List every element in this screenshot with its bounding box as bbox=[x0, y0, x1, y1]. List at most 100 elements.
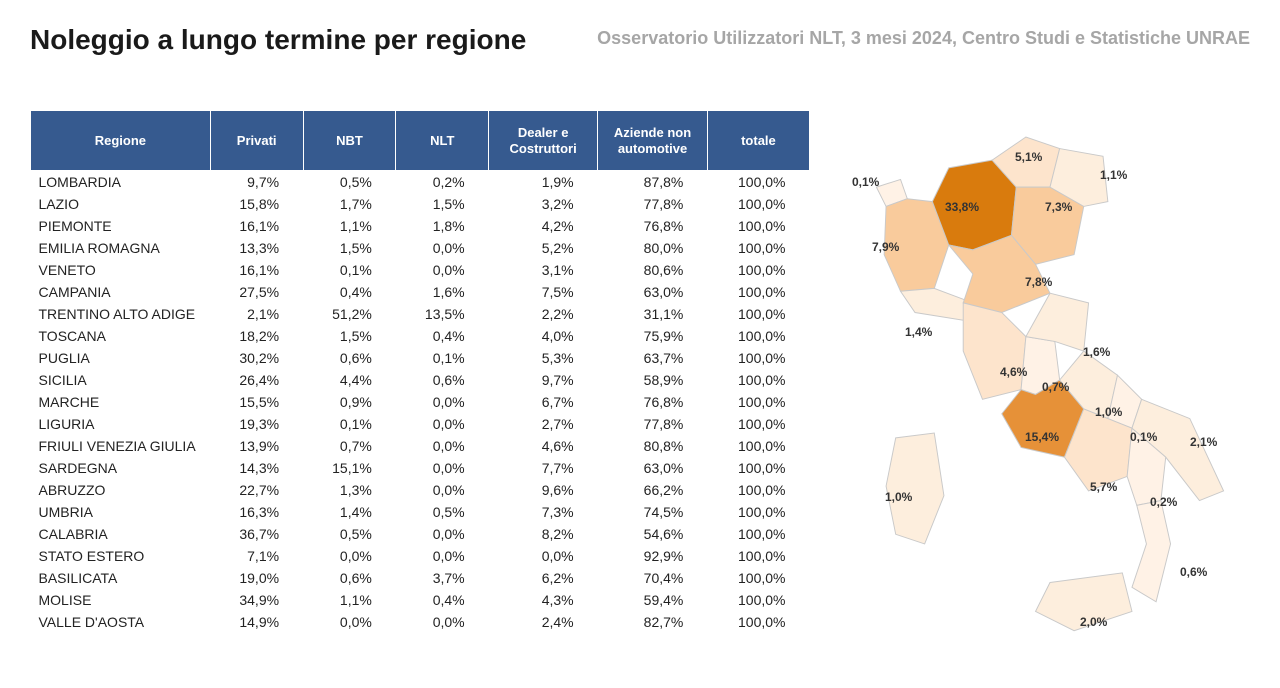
region-value: 77,8% bbox=[598, 193, 708, 215]
region-value: 16,3% bbox=[210, 501, 303, 523]
region-name: LAZIO bbox=[31, 193, 211, 215]
region-value: 70,4% bbox=[598, 567, 708, 589]
region-value: 5,3% bbox=[489, 347, 598, 369]
region-value: 22,7% bbox=[210, 479, 303, 501]
region-value: 100,0% bbox=[707, 391, 809, 413]
region-value: 7,3% bbox=[489, 501, 598, 523]
region-value: 63,0% bbox=[598, 457, 708, 479]
region-value: 1,7% bbox=[303, 193, 396, 215]
region-value: 100,0% bbox=[707, 281, 809, 303]
region-value: 2,1% bbox=[210, 303, 303, 325]
region-value: 0,0% bbox=[303, 545, 396, 567]
region-value: 0,4% bbox=[303, 281, 396, 303]
table-row: CALABRIA36,7%0,5%0,0%8,2%54,6%100,0% bbox=[31, 523, 810, 545]
region-name: PUGLIA bbox=[31, 347, 211, 369]
region-value: 0,0% bbox=[489, 545, 598, 567]
region-value: 100,0% bbox=[707, 457, 809, 479]
region-value: 9,6% bbox=[489, 479, 598, 501]
table-row: LAZIO15,8%1,7%1,5%3,2%77,8%100,0% bbox=[31, 193, 810, 215]
region-value: 0,0% bbox=[396, 413, 489, 435]
col-header: Aziende non automotive bbox=[598, 111, 708, 171]
region-value: 100,0% bbox=[707, 215, 809, 237]
region-value: 27,5% bbox=[210, 281, 303, 303]
region-value: 5,2% bbox=[489, 237, 598, 259]
region-value: 16,1% bbox=[210, 215, 303, 237]
region-name: CALABRIA bbox=[31, 523, 211, 545]
table-row: VALLE D'AOSTA14,9%0,0%0,0%2,4%82,7%100,0… bbox=[31, 611, 810, 633]
region-name: VALLE D'AOSTA bbox=[31, 611, 211, 633]
table-row: PIEMONTE16,1%1,1%1,8%4,2%76,8%100,0% bbox=[31, 215, 810, 237]
region-value: 100,0% bbox=[707, 237, 809, 259]
region-value: 76,8% bbox=[598, 215, 708, 237]
region-value: 77,8% bbox=[598, 413, 708, 435]
region-value: 13,9% bbox=[210, 435, 303, 457]
region-value: 14,9% bbox=[210, 611, 303, 633]
table-row: EMILIA ROMAGNA13,3%1,5%0,0%5,2%80,0%100,… bbox=[31, 237, 810, 259]
table-row: SICILIA26,4%4,4%0,6%9,7%58,9%100,0% bbox=[31, 369, 810, 391]
region-value: 26,4% bbox=[210, 369, 303, 391]
region-value: 13,5% bbox=[396, 303, 489, 325]
region-value: 63,7% bbox=[598, 347, 708, 369]
region-value: 0,0% bbox=[396, 545, 489, 567]
table-row: UMBRIA16,3%1,4%0,5%7,3%74,5%100,0% bbox=[31, 501, 810, 523]
region-value: 100,0% bbox=[707, 479, 809, 501]
region-name: ABRUZZO bbox=[31, 479, 211, 501]
region-value: 0,7% bbox=[303, 435, 396, 457]
region-value: 19,0% bbox=[210, 567, 303, 589]
table-row: TOSCANA18,2%1,5%0,4%4,0%75,9%100,0% bbox=[31, 325, 810, 347]
region-value: 3,2% bbox=[489, 193, 598, 215]
map-region-liguria bbox=[901, 288, 973, 320]
region-name: UMBRIA bbox=[31, 501, 211, 523]
table-row: STATO ESTERO7,1%0,0%0,0%0,0%92,9%100,0% bbox=[31, 545, 810, 567]
region-value: 34,9% bbox=[210, 589, 303, 611]
region-value: 1,5% bbox=[396, 193, 489, 215]
region-value: 4,6% bbox=[489, 435, 598, 457]
region-name: STATO ESTERO bbox=[31, 545, 211, 567]
table-row: BASILICATA19,0%0,6%3,7%6,2%70,4%100,0% bbox=[31, 567, 810, 589]
region-value: 0,0% bbox=[396, 457, 489, 479]
table: RegionePrivatiNBTNLTDealer e Costruttori… bbox=[30, 110, 810, 633]
region-value: 36,7% bbox=[210, 523, 303, 545]
region-name: CAMPANIA bbox=[31, 281, 211, 303]
region-value: 0,9% bbox=[303, 391, 396, 413]
region-value: 100,0% bbox=[707, 303, 809, 325]
table-row: PUGLIA30,2%0,6%0,1%5,3%63,7%100,0% bbox=[31, 347, 810, 369]
region-value: 7,1% bbox=[210, 545, 303, 567]
region-value: 100,0% bbox=[707, 193, 809, 215]
region-value: 15,1% bbox=[303, 457, 396, 479]
table-row: TRENTINO ALTO ADIGE2,1%51,2%13,5%2,2%31,… bbox=[31, 303, 810, 325]
region-value: 100,0% bbox=[707, 413, 809, 435]
region-value: 0,5% bbox=[303, 523, 396, 545]
page-title: Noleggio a lungo termine per regione bbox=[30, 24, 526, 56]
region-value: 80,0% bbox=[598, 237, 708, 259]
region-name: PIEMONTE bbox=[31, 215, 211, 237]
region-value: 15,5% bbox=[210, 391, 303, 413]
region-value: 0,2% bbox=[396, 171, 489, 194]
region-value: 1,5% bbox=[303, 325, 396, 347]
italy-map: 0,1%7,9%33,8%5,1%7,3%1,1%1,4%7,8%4,6%0,7… bbox=[850, 110, 1250, 650]
region-name: MOLISE bbox=[31, 589, 211, 611]
region-value: 1,8% bbox=[396, 215, 489, 237]
region-value: 0,1% bbox=[303, 259, 396, 281]
map-region-calabria bbox=[1132, 501, 1171, 602]
region-value: 0,4% bbox=[396, 325, 489, 347]
region-name: TRENTINO ALTO ADIGE bbox=[31, 303, 211, 325]
region-value: 3,1% bbox=[489, 259, 598, 281]
region-value: 0,0% bbox=[303, 611, 396, 633]
region-value: 14,3% bbox=[210, 457, 303, 479]
region-value: 76,8% bbox=[598, 391, 708, 413]
region-value: 0,0% bbox=[396, 523, 489, 545]
region-value: 100,0% bbox=[707, 347, 809, 369]
region-value: 9,7% bbox=[210, 171, 303, 194]
region-value: 1,6% bbox=[396, 281, 489, 303]
region-value: 30,2% bbox=[210, 347, 303, 369]
table-row: CAMPANIA27,5%0,4%1,6%7,5%63,0%100,0% bbox=[31, 281, 810, 303]
region-value: 100,0% bbox=[707, 589, 809, 611]
region-value: 7,5% bbox=[489, 281, 598, 303]
region-value: 4,0% bbox=[489, 325, 598, 347]
region-value: 2,7% bbox=[489, 413, 598, 435]
col-header: Regione bbox=[31, 111, 211, 171]
region-value: 0,0% bbox=[396, 435, 489, 457]
map-region-sicilia bbox=[1036, 573, 1132, 631]
region-value: 100,0% bbox=[707, 545, 809, 567]
